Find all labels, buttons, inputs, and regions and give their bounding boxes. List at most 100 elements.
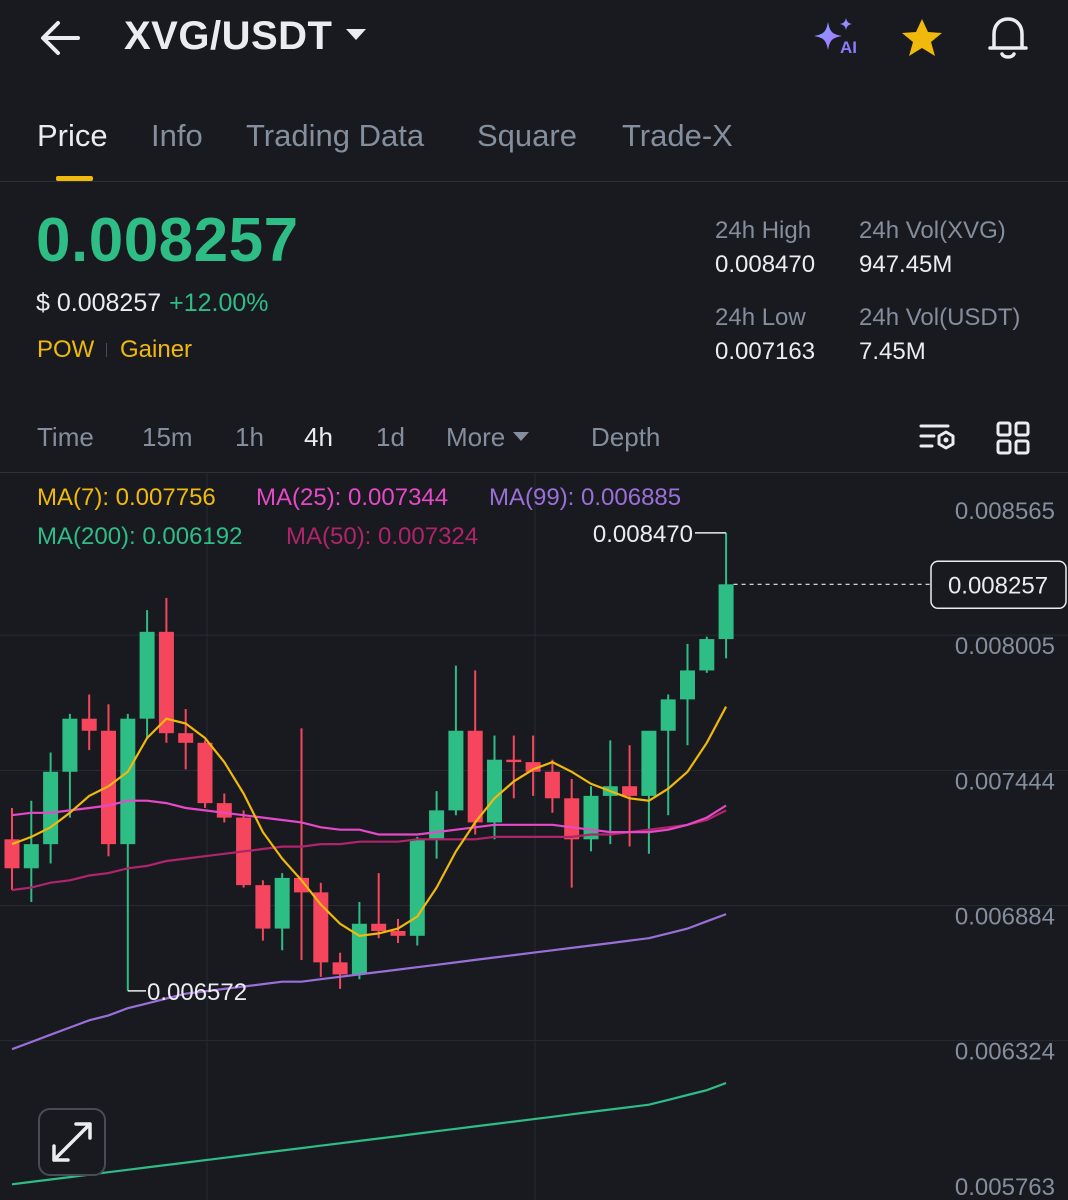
vol-base-value: 947.45M — [859, 251, 953, 278]
timeframe-divider — [0, 472, 1068, 473]
tf-4h[interactable]: 4h — [304, 422, 333, 452]
candle-up — [680, 670, 695, 700]
candle-down — [216, 803, 232, 818]
candle-up — [448, 730, 464, 811]
candle-down — [4, 839, 20, 869]
tf-15m[interactable]: 15m — [142, 422, 193, 452]
tag-divider — [106, 343, 107, 357]
tf-depth[interactable]: Depth — [591, 422, 661, 452]
y-tick-label: 0.008565 — [955, 498, 1055, 525]
ma200-legend: MA(200): 0.006192 — [37, 523, 243, 550]
candle-up — [409, 839, 425, 936]
candle-up — [487, 759, 502, 823]
chevron-down-icon — [513, 431, 530, 441]
candle-down — [622, 786, 638, 796]
vol-quote-label: 24h Vol(USDT) — [859, 304, 1021, 331]
tf-more-label: More — [446, 422, 506, 452]
tab-square[interactable]: Square — [477, 118, 577, 153]
expand-icon — [52, 1122, 92, 1162]
high-value: 0.008470 — [715, 251, 816, 278]
chevron-down-icon — [346, 28, 367, 40]
star-icon[interactable] — [898, 16, 946, 60]
high-label: 24h High — [715, 217, 812, 244]
candle-down — [178, 733, 194, 743]
low-value: 0.007163 — [715, 338, 816, 365]
ma99-legend: MA(99): 0.006885 — [489, 484, 682, 511]
y-tick-label: 0.006884 — [955, 904, 1055, 931]
y-tick-label: 0.005763 — [955, 1174, 1055, 1200]
candle-down — [525, 762, 541, 772]
candle-down — [101, 730, 116, 845]
tabs-divider — [0, 181, 1068, 182]
candle-down — [467, 730, 483, 823]
ma200-line — [11, 1081, 727, 1186]
ma25-legend: MA(25): 0.007344 — [256, 484, 449, 511]
low-label: 24h Low — [715, 304, 806, 331]
tf-time[interactable]: Time — [37, 422, 94, 452]
candle-down — [564, 798, 580, 840]
grid-layout-icon[interactable] — [995, 420, 1031, 456]
high-marker-label: 0.008470 — [593, 521, 693, 548]
candle-down — [294, 877, 309, 893]
y-tick-label: 0.008005 — [955, 633, 1055, 660]
ma50-legend: MA(50): 0.007324 — [286, 523, 479, 550]
candle-down — [390, 930, 406, 936]
candle-up — [660, 699, 676, 731]
candle-down — [332, 962, 348, 975]
ai-sparkle-icon[interactable]: AI — [812, 16, 862, 60]
last-price: 0.008257 — [36, 206, 299, 275]
last-price-badge — [930, 560, 1067, 610]
ma50-line — [11, 809, 727, 892]
candle-up — [62, 718, 78, 772]
candle-down — [81, 718, 97, 731]
ma99-line — [11, 913, 727, 1051]
ma7-legend: MA(7): 0.007756 — [37, 484, 216, 511]
tab-trade-x[interactable]: Trade-X — [622, 118, 733, 153]
price-change: +12.00% — [169, 289, 269, 317]
tab-info[interactable]: Info — [151, 118, 203, 153]
candle-up — [583, 795, 599, 840]
bell-icon[interactable] — [984, 14, 1032, 60]
low-marker-label: 0.006572 — [147, 979, 247, 1006]
tag-gainer[interactable]: Gainer — [120, 336, 193, 363]
candle-up — [274, 877, 290, 929]
last-price-badge-label: 0.008257 — [948, 572, 1048, 599]
active-tab-indicator — [56, 176, 93, 181]
price-usd: $ 0.008257 — [36, 289, 162, 317]
candle-down — [158, 631, 174, 734]
candle-down — [506, 759, 522, 763]
candle-up — [139, 631, 155, 719]
vol-quote-value: 7.45M — [859, 338, 926, 365]
candle-up — [641, 730, 657, 796]
price-usd-row: $ 0.008257 +12.00% — [36, 289, 269, 318]
tf-1h[interactable]: 1h — [235, 422, 264, 452]
candle-up — [120, 718, 136, 845]
candle-up — [23, 844, 39, 869]
ma25-line — [11, 799, 727, 836]
candle-up — [699, 639, 715, 671]
back-arrow-icon[interactable] — [38, 18, 82, 58]
candle-down — [255, 885, 271, 929]
candle-up — [43, 771, 59, 845]
candle-up — [718, 584, 734, 640]
indicator-settings-icon[interactable] — [918, 420, 958, 456]
pair-selector[interactable]: XVG/USDT — [124, 14, 367, 59]
pair-title: XVG/USDT — [124, 14, 333, 58]
y-tick-label: 0.007444 — [955, 768, 1055, 795]
vol-base-label: 24h Vol(XVG) — [859, 217, 1006, 244]
candlestick-chart[interactable]: 0.008565 0.008005 0.007444 0.006884 0.006324… — [0, 473, 1068, 1200]
candle-down — [313, 892, 329, 963]
candle-up — [429, 810, 445, 840]
tag-pow[interactable]: POW — [37, 336, 95, 363]
y-tick-label: 0.006324 — [955, 1039, 1055, 1066]
candle-down — [197, 742, 213, 804]
tab-price[interactable]: Price — [37, 118, 108, 153]
ma7-line — [11, 706, 728, 937]
tf-more[interactable]: More — [446, 422, 530, 453]
candle-down — [544, 771, 560, 799]
expand-chart-button[interactable] — [38, 1108, 106, 1176]
tf-1d[interactable]: 1d — [376, 422, 405, 452]
ai-label: AI — [840, 38, 857, 57]
tab-trading-data[interactable]: Trading Data — [246, 118, 425, 153]
candle-down — [371, 923, 387, 931]
